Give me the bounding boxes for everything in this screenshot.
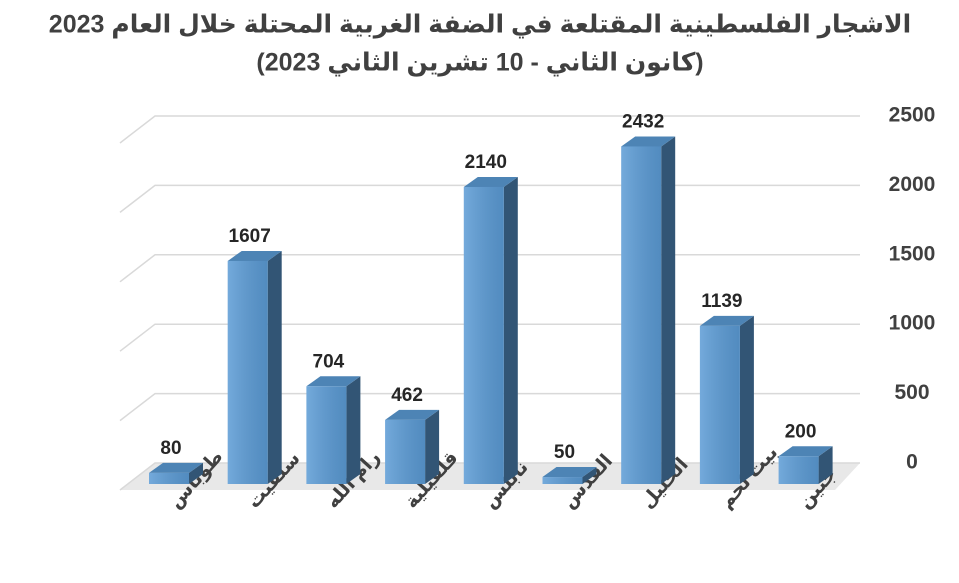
chart-subtitle: (كانون الثاني - 10 تشرين الثاني 2023) [256, 49, 703, 78]
bar-top [621, 136, 676, 147]
bar-shade [699, 325, 740, 484]
bar-side [582, 467, 597, 484]
bar-shade [621, 146, 662, 484]
bar-top [463, 176, 518, 187]
value-label: 2432 [622, 111, 664, 132]
bar-side [503, 176, 518, 484]
grid-line [119, 115, 860, 144]
value-label: 2140 [465, 152, 507, 173]
value-label: 1139 [701, 291, 742, 312]
bar-top [778, 446, 833, 457]
value-label: 704 [313, 351, 345, 372]
y-tick-label: 1500 [889, 242, 936, 265]
chart-title: الاشجار الفلسطينية المقتلعة في الضفة الغ… [49, 11, 911, 40]
y-tick-label: 0 [906, 451, 918, 474]
bar-side [346, 376, 361, 484]
bar-top [699, 315, 754, 326]
value-label: 80 [160, 438, 181, 459]
y-tick-label: 1000 [889, 312, 936, 335]
bar-side [739, 315, 754, 484]
bar-top [385, 409, 440, 420]
bar-shade [542, 477, 583, 484]
bar-shade [463, 186, 504, 484]
bar-side [818, 446, 833, 484]
bar-side [189, 462, 203, 484]
bar-shade [385, 419, 426, 484]
value-label: 50 [554, 442, 575, 463]
bar-shade [778, 456, 819, 484]
bar-side [661, 136, 676, 484]
bar-side [267, 250, 282, 484]
bar-top [227, 250, 282, 261]
bar-top [542, 467, 597, 478]
bar-top [306, 376, 361, 387]
bar-side [425, 409, 440, 484]
bar-top [149, 462, 203, 473]
value-label: 200 [785, 421, 817, 442]
y-tick-label: 2000 [889, 173, 936, 196]
bar-shade [149, 472, 189, 484]
bar-shade [306, 386, 347, 484]
value-label: 462 [391, 385, 423, 406]
y-tick-label: 500 [894, 381, 929, 404]
value-label: 1607 [229, 226, 271, 247]
bar-shade [227, 260, 268, 484]
y-tick-label: 2500 [889, 104, 936, 127]
